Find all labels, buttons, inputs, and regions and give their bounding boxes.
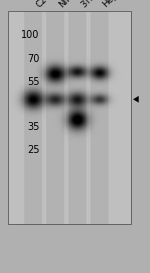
- Text: 3T3-L1: 3T3-L1: [79, 0, 106, 9]
- Text: NIH-3T3: NIH-3T3: [57, 0, 88, 9]
- Text: 35: 35: [27, 122, 39, 132]
- Text: 70: 70: [27, 54, 39, 64]
- Text: C2C12: C2C12: [35, 0, 61, 9]
- Text: HepG2: HepG2: [101, 0, 128, 9]
- Polygon shape: [134, 96, 138, 102]
- Text: 25: 25: [27, 146, 39, 155]
- Text: 55: 55: [27, 77, 39, 87]
- Text: 100: 100: [21, 30, 39, 40]
- Bar: [8, 11, 130, 224]
